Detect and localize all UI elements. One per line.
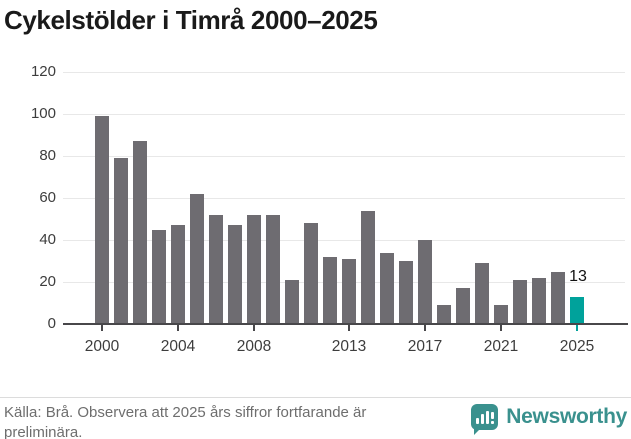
- logo-bar-medium: [480, 414, 484, 424]
- bar-2025: [570, 296, 584, 324]
- x-axis-label-2013: 2013: [331, 338, 367, 355]
- x-tick-2000: [101, 325, 103, 331]
- x-axis-label-2004: 2004: [160, 338, 196, 355]
- bar-2023: [532, 277, 546, 324]
- bar-2002: [133, 141, 147, 324]
- gridline-y40: [63, 240, 625, 241]
- footer-divider: [0, 397, 631, 398]
- y-axis-label-100: 100: [30, 105, 56, 122]
- x-axis-label-2017: 2017: [407, 338, 443, 355]
- gridline-y80: [63, 156, 625, 157]
- y-axis-label-80: 80: [39, 147, 56, 164]
- bar-2019: [456, 288, 470, 324]
- bar-2020: [475, 263, 489, 324]
- bar-2008: [247, 214, 261, 324]
- x-axis-label-2008: 2008: [236, 338, 272, 355]
- bar-2013: [342, 258, 356, 324]
- gridline-y60: [63, 198, 625, 199]
- bar-2004: [171, 225, 185, 324]
- y-axis-label-60: 60: [39, 189, 56, 206]
- x-tick-2025: [576, 325, 578, 331]
- bar-2014: [361, 210, 375, 324]
- x-tick-2008: [253, 325, 255, 331]
- bar-2016: [399, 261, 413, 324]
- y-axis-label-20: 20: [39, 273, 56, 290]
- bar-2003: [152, 229, 166, 324]
- x-axis-line: [63, 323, 628, 325]
- x-axis-label-2025: 2025: [559, 338, 595, 355]
- bar-2000: [95, 116, 109, 324]
- chart-title: Cykelstölder i Timrå 2000–2025: [4, 5, 378, 35]
- logo-speech-tail: [474, 428, 482, 435]
- bar-2011: [304, 223, 318, 324]
- bar-2005: [190, 193, 204, 324]
- bar-2009: [266, 214, 280, 324]
- bar-2022: [513, 279, 527, 324]
- plot-area: 0 20 40 60 80 100 120 13: [31, 63, 625, 332]
- y-axis-label-120: 120: [30, 63, 56, 80]
- bar-2001: [114, 158, 128, 324]
- gridline-y100: [63, 114, 625, 115]
- logo-exclamation: [490, 412, 494, 424]
- logo-bar-tall: [485, 411, 489, 424]
- bar-2021: [494, 305, 508, 324]
- bar-2015: [380, 252, 394, 324]
- newsworthy-logo: Newsworthy: [471, 402, 627, 435]
- bar-2007: [228, 225, 242, 324]
- bar-2012: [323, 256, 337, 324]
- bar-2018: [437, 305, 451, 324]
- newsworthy-wordmark: Newsworthy: [506, 405, 627, 428]
- x-axis-label-2021: 2021: [483, 338, 519, 355]
- highlight-value-label: 13: [569, 267, 587, 285]
- bar-2017: [418, 240, 432, 324]
- x-tick-2013: [348, 325, 350, 331]
- x-axis-label-2000: 2000: [84, 338, 120, 355]
- bar-2010: [285, 279, 299, 324]
- bar-2006: [209, 214, 223, 324]
- logo-bar-small: [475, 418, 479, 424]
- gridline-y120: [63, 72, 625, 73]
- source-note: Källa: Brå. Observera att 2025 års siffr…: [4, 404, 367, 439]
- newsworthy-icon: [471, 404, 499, 435]
- x-tick-2021: [500, 325, 502, 331]
- x-tick-2004: [177, 325, 179, 331]
- x-tick-2017: [424, 325, 426, 331]
- y-axis-label-0: 0: [47, 315, 56, 332]
- bar-2024: [551, 271, 565, 324]
- y-axis-label-40: 40: [39, 231, 56, 248]
